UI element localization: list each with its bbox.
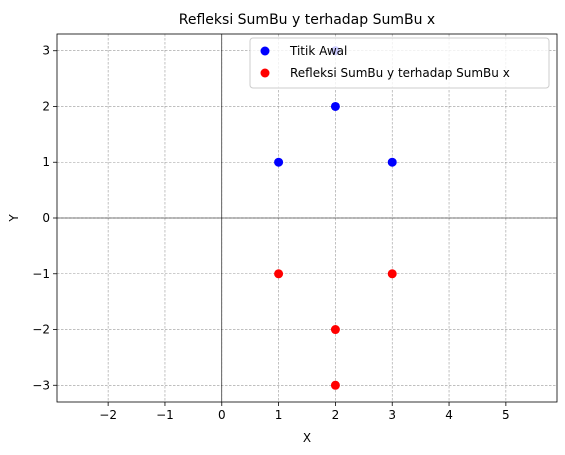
x-tick-label: 4 <box>445 408 453 422</box>
y-tick-label: 3 <box>42 44 50 58</box>
x-tick-label: 1 <box>275 408 283 422</box>
scatter-point-series-1 <box>330 325 340 335</box>
y-tick-label: −3 <box>32 378 50 392</box>
y-tick-label: −2 <box>32 323 50 337</box>
y-axis-label: Y <box>7 214 21 223</box>
scatter-point-series-1 <box>330 380 340 390</box>
chart-title: Refleksi SumBu y terhadap SumBu x <box>179 12 435 28</box>
scatter-point-series-0 <box>330 101 340 111</box>
x-tick-label: −2 <box>99 408 117 422</box>
x-tick-label: 2 <box>332 408 340 422</box>
scatter-point-series-0 <box>387 157 397 167</box>
zero-axis-lines <box>57 34 557 402</box>
x-axis-label: X <box>303 431 311 445</box>
y-tick-label: −1 <box>32 267 50 281</box>
legend: Titik Awal Refleksi SumBu y terhadap SumB… <box>249 37 550 89</box>
y-tick-label: 1 <box>42 155 50 169</box>
y-tick-label: 2 <box>42 99 50 113</box>
y-tick-label: 0 <box>42 211 50 225</box>
legend-marker-0 <box>260 46 270 56</box>
scatter-point-series-1 <box>387 269 397 279</box>
x-axis-ticks: −2 −1 0 1 2 3 4 5 <box>99 402 510 422</box>
x-tick-label: −1 <box>156 408 174 422</box>
y-axis-ticks: −3 −2 −1 0 1 2 3 <box>32 44 57 392</box>
x-tick-label: 0 <box>218 408 226 422</box>
legend-label-1: Refleksi SumBu y terhadap SumBu x <box>290 66 510 80</box>
legend-marker-1 <box>260 68 270 78</box>
legend-box <box>249 37 550 89</box>
scatter-point-series-1 <box>274 269 284 279</box>
x-tick-label: 5 <box>502 408 510 422</box>
scatter-point-series-0 <box>274 157 284 167</box>
x-tick-label: 3 <box>388 408 396 422</box>
legend-label-0: Titik Awal <box>289 44 347 58</box>
